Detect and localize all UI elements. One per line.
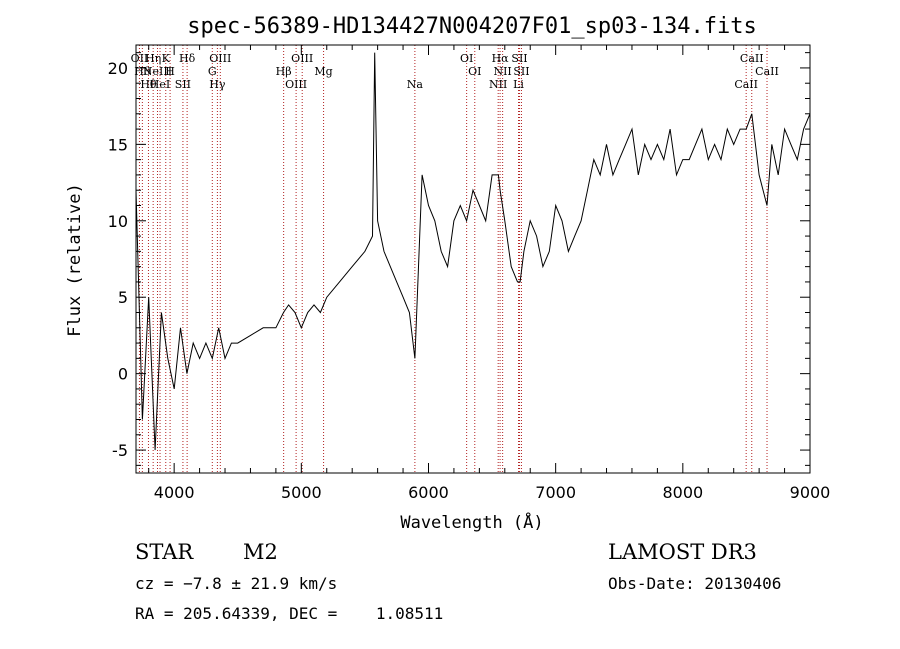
y-tick-label: 0 [118, 365, 128, 384]
line-label: NII [493, 65, 511, 78]
emission-line-labels: OIIHθHθHηNeIIIHeIKHSIIHδGHγOIIIHβOIIIOII… [131, 52, 779, 91]
object-class: STAR [135, 540, 194, 564]
line-label: OIII [285, 78, 307, 91]
line-label: Hθ [140, 78, 157, 91]
line-label: K [162, 52, 171, 65]
x-tick-label: 5000 [281, 483, 322, 502]
line-label: Hβ [276, 65, 292, 78]
x-tick-label: 7000 [535, 483, 576, 502]
x-axis-ticks: 4000 5000 6000 7000 8000 9000 [148, 45, 831, 502]
line-label: OIII [291, 52, 313, 65]
redshift-velocity: cz = −7.8 ± 21.9 km/s [135, 574, 338, 593]
survey-name: LAMOST DR3 [608, 540, 757, 564]
y-tick-label: 5 [118, 288, 128, 307]
ra-dec: RA = 205.64339, DEC = 1.08511 [135, 604, 444, 623]
line-label: NeIII [143, 65, 172, 78]
x-tick-label: 8000 [662, 483, 703, 502]
x-axis-label: Wavelength (Å) [400, 511, 543, 533]
y-tick-label: 15 [108, 135, 128, 154]
line-label: SII [513, 65, 529, 78]
x-tick-label: 6000 [408, 483, 449, 502]
line-label: Hδ [179, 52, 196, 65]
y-tick-label: 10 [108, 212, 128, 231]
line-label: HeI [150, 78, 170, 91]
line-label: SII [175, 78, 191, 91]
object-subclass: M2 [243, 540, 278, 564]
line-label: SII [511, 52, 527, 65]
x-tick-label: 4000 [154, 483, 195, 502]
y-axis-ticks: -5 0 5 10 15 20 [108, 52, 810, 466]
plot-frame [135, 44, 811, 474]
line-label: CaII [740, 52, 764, 65]
line-label: Hη [145, 52, 161, 65]
y-axis-label: Flux (relative) [65, 183, 85, 337]
spectrum-line [135, 52, 811, 451]
observation-date: Obs-Date: 20130406 [608, 574, 782, 593]
line-label: G [208, 65, 217, 78]
line-label: CaII [755, 65, 779, 78]
line-label: Na [407, 78, 424, 91]
line-label: Li [513, 78, 524, 91]
line-label: Mg [314, 65, 332, 78]
line-label: NII [489, 78, 507, 91]
line-label: CaII [734, 78, 758, 91]
line-label: Hγ [209, 78, 226, 91]
emission-line-markers [138, 45, 768, 473]
chart-title: spec-56389-HD134427N004207F01_sp03-134.f… [187, 14, 757, 39]
line-label: Hα [492, 52, 510, 65]
line-label: H [165, 65, 175, 78]
y-tick-label: 20 [108, 59, 128, 78]
line-label: OII [131, 52, 149, 65]
y-tick-label: -5 [112, 441, 128, 460]
line-label: OI [468, 65, 481, 78]
line-label: OIII [209, 52, 231, 65]
line-label: OI [460, 52, 473, 65]
x-tick-label: 9000 [790, 483, 831, 502]
